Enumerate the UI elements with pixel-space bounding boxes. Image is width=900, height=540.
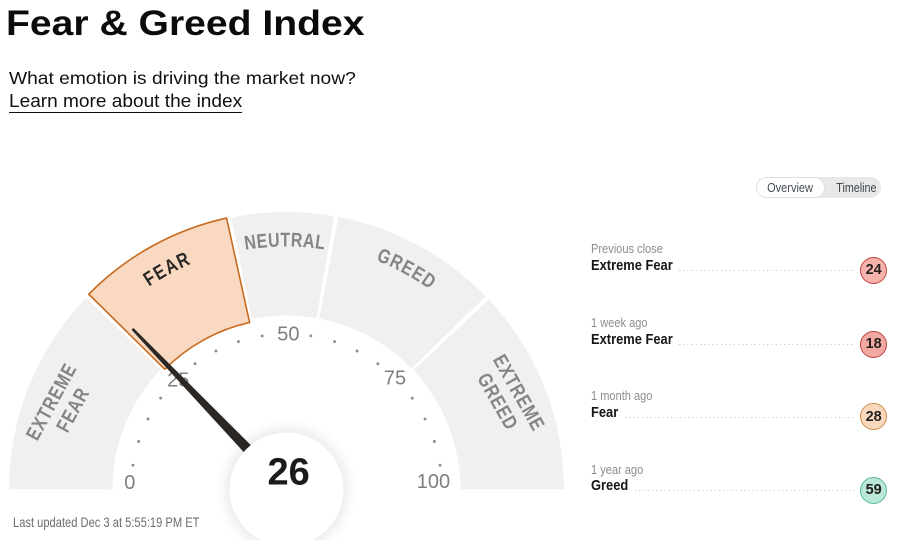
svg-text:U: U bbox=[267, 229, 280, 252]
svg-text:A: A bbox=[302, 229, 315, 252]
svg-text:0: 0 bbox=[124, 472, 135, 494]
svg-text:E: E bbox=[256, 230, 269, 253]
svg-text:T: T bbox=[280, 229, 290, 251]
svg-text:75: 75 bbox=[384, 367, 406, 389]
svg-text:N: N bbox=[243, 231, 258, 255]
svg-text:100: 100 bbox=[417, 471, 450, 493]
svg-text:R: R bbox=[290, 229, 302, 252]
svg-text:26: 26 bbox=[268, 452, 310, 494]
svg-text:50: 50 bbox=[277, 323, 299, 345]
svg-text:L: L bbox=[314, 231, 327, 254]
